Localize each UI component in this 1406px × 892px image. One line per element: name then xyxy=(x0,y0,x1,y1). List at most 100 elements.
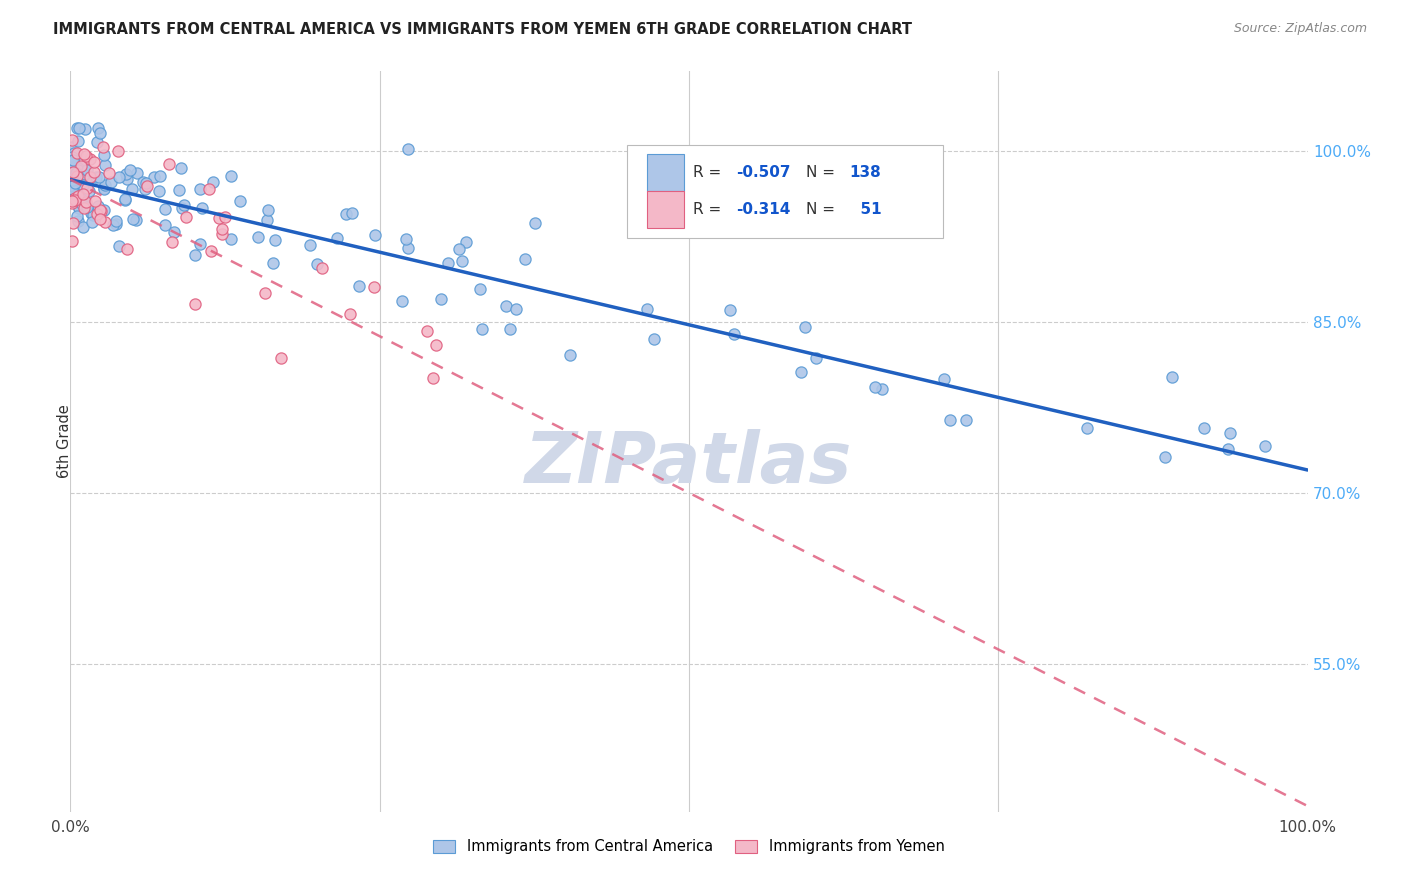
Point xyxy=(93,139,115,153)
Point xyxy=(62,165,84,179)
Point xyxy=(94,157,117,171)
Point xyxy=(73,168,96,182)
Point xyxy=(107,170,129,185)
Point xyxy=(70,159,93,173)
Point xyxy=(264,234,287,248)
Point xyxy=(298,237,321,252)
Point xyxy=(191,201,214,215)
Point xyxy=(396,241,419,255)
Point xyxy=(790,365,813,379)
Point xyxy=(515,252,537,267)
Point xyxy=(155,202,177,216)
Point xyxy=(122,211,145,226)
Point xyxy=(804,351,827,365)
Text: Source: ZipAtlas.com: Source: ZipAtlas.com xyxy=(1233,22,1367,36)
Point xyxy=(104,213,127,227)
Point xyxy=(75,149,97,163)
Point xyxy=(142,169,165,184)
Point xyxy=(495,299,517,313)
Text: 51: 51 xyxy=(849,202,882,218)
Point xyxy=(149,169,172,183)
Point xyxy=(70,196,93,211)
Point xyxy=(125,166,148,180)
Point xyxy=(76,180,98,194)
Point xyxy=(270,351,292,365)
Text: ZIPatlas: ZIPatlas xyxy=(526,429,852,499)
Point xyxy=(246,230,269,244)
Point xyxy=(505,302,527,317)
Point xyxy=(198,182,221,196)
Point xyxy=(66,146,89,161)
Point xyxy=(94,214,117,228)
Point xyxy=(75,194,97,209)
Point xyxy=(135,176,157,190)
Point xyxy=(63,159,86,173)
Point xyxy=(342,206,364,220)
Point xyxy=(108,238,131,252)
Point xyxy=(83,155,105,169)
Point xyxy=(66,134,89,148)
Point xyxy=(307,257,329,271)
Point xyxy=(188,236,211,251)
Point xyxy=(89,202,111,217)
Point xyxy=(200,244,222,259)
Point xyxy=(98,166,121,180)
Point xyxy=(863,380,886,394)
Point xyxy=(311,260,333,275)
Point xyxy=(62,145,84,160)
Text: N =: N = xyxy=(807,165,841,180)
Point xyxy=(257,202,280,217)
Point xyxy=(101,218,124,232)
Point xyxy=(93,181,115,195)
Text: -0.507: -0.507 xyxy=(735,165,790,180)
Text: -0.314: -0.314 xyxy=(735,202,790,218)
Point xyxy=(77,184,100,198)
Point xyxy=(153,218,176,232)
Point xyxy=(335,207,357,221)
Point xyxy=(62,153,84,167)
Point xyxy=(219,169,242,183)
Point xyxy=(183,297,205,311)
Point xyxy=(76,200,98,214)
Point xyxy=(449,242,471,256)
Point xyxy=(470,282,492,296)
Point xyxy=(188,182,211,196)
Text: IMMIGRANTS FROM CENTRAL AMERICA VS IMMIGRANTS FROM YEMEN 6TH GRADE CORRELATION C: IMMIGRANTS FROM CENTRAL AMERICA VS IMMIG… xyxy=(53,22,912,37)
Point xyxy=(262,255,284,269)
Point xyxy=(430,292,453,306)
Point xyxy=(66,161,89,175)
Point xyxy=(396,142,419,156)
Point xyxy=(86,199,108,213)
Point xyxy=(83,164,105,178)
Point xyxy=(363,280,385,294)
Point xyxy=(94,178,117,192)
Point xyxy=(184,248,207,262)
Legend: Immigrants from Central America, Immigrants from Yemen: Immigrants from Central America, Immigra… xyxy=(427,833,950,860)
Point xyxy=(794,320,817,334)
Point xyxy=(132,175,155,189)
Point xyxy=(167,183,190,197)
Point xyxy=(325,230,347,244)
Point xyxy=(208,211,231,226)
Point xyxy=(256,212,278,227)
Point xyxy=(73,169,96,183)
Point xyxy=(73,122,96,136)
Point xyxy=(391,293,413,308)
Point xyxy=(86,207,108,221)
Point xyxy=(114,167,136,181)
Point xyxy=(60,133,83,147)
Point xyxy=(955,413,977,427)
Point xyxy=(1076,421,1098,435)
Point xyxy=(1254,439,1277,453)
Point xyxy=(211,222,233,236)
Point xyxy=(211,227,233,241)
Point xyxy=(100,176,122,190)
Point xyxy=(1192,420,1215,434)
Point xyxy=(66,169,89,183)
Point xyxy=(1216,442,1239,457)
Text: N =: N = xyxy=(807,202,841,218)
FancyBboxPatch shape xyxy=(647,154,683,191)
Point xyxy=(170,161,193,176)
Point xyxy=(65,121,87,136)
Point xyxy=(80,215,103,229)
